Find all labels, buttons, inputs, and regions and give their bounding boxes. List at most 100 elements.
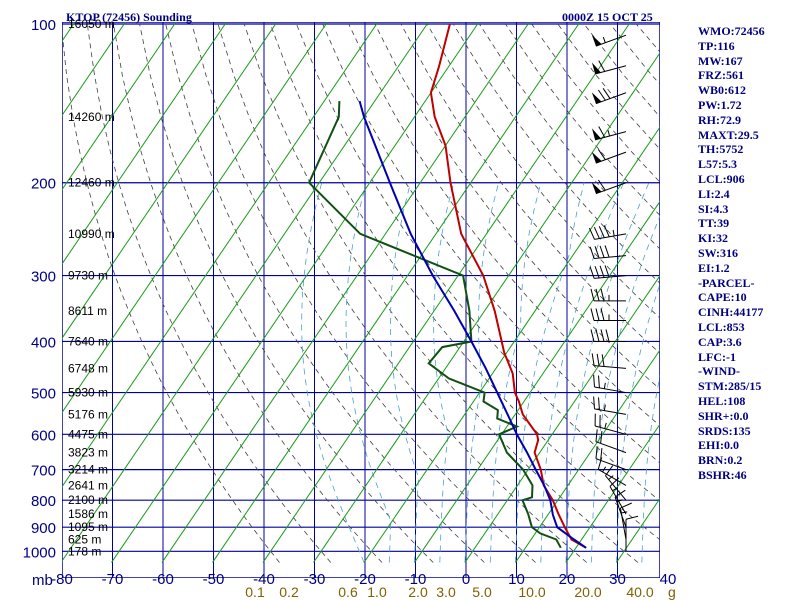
pressure-label-900: 900	[31, 520, 56, 537]
wind-barb-feather	[600, 308, 605, 321]
sounding-index-item: LI:2.4	[698, 186, 730, 201]
isotherm	[161, 22, 530, 563]
temp-tick-label: -40	[253, 571, 275, 588]
dry-adiabat	[86, 23, 332, 563]
wind-barb-feather	[589, 246, 595, 259]
isotherm	[62, 22, 227, 265]
wind-barb-staff	[594, 131, 627, 141]
wind-barb-staff	[594, 65, 627, 75]
sounding-index-item: BRN:0.2	[698, 453, 743, 468]
height-label: 14260 m	[68, 110, 115, 124]
dry-adiabat	[479, 23, 660, 250]
sounding-index-item: EHI:0.0	[698, 438, 740, 453]
sounding-index-item: MAXT:29.5	[698, 127, 759, 142]
wind-barb	[590, 308, 626, 321]
mixing-ratio-label: 3.0	[436, 584, 456, 600]
pressure-label-400: 400	[31, 334, 56, 351]
isotherm-lines	[62, 22, 660, 563]
wind-barb	[591, 34, 627, 47]
wind-barb	[595, 429, 627, 454]
pressure-label-1000: 1000	[23, 544, 56, 561]
isotherm	[262, 22, 631, 563]
sounding-index-item: HEL:108	[698, 393, 746, 408]
sounding-index-item: CAP:3.6	[698, 334, 742, 349]
pressure-label-800: 800	[31, 493, 56, 510]
pressure-label-200: 200	[31, 176, 56, 193]
sounding-index-item: -WIND-	[698, 364, 740, 379]
temp-tick-label: 30	[609, 571, 626, 588]
temp-tick-label: -70	[102, 571, 124, 588]
sounding-index-item: SRDS:135	[698, 423, 751, 438]
wind-barb	[593, 396, 627, 415]
wind-barb-feather	[595, 429, 598, 442]
temp-tick-label: 20	[559, 571, 576, 588]
temp-tick-label: 10	[508, 571, 525, 588]
isotherm	[62, 22, 429, 562]
wind-barb-feather	[593, 227, 600, 239]
moist-adiabat	[345, 182, 392, 563]
parcel-trace	[358, 100, 587, 549]
sounding-traces	[307, 23, 587, 549]
wind-barb-feather	[598, 126, 606, 138]
wind-barb-staff	[594, 386, 627, 394]
temp-tick-label: 40	[660, 571, 677, 588]
wind-barb-feather	[595, 329, 600, 342]
pressure-label-100: 100	[31, 17, 56, 34]
wind-barb	[590, 288, 626, 302]
wind-barb	[591, 126, 627, 141]
mixing-ratio-label: 1.0	[367, 584, 387, 600]
wind-barb-feather	[605, 465, 614, 476]
isotherm	[111, 22, 480, 563]
wind-barb-feather	[597, 149, 606, 160]
isotherm	[363, 126, 660, 563]
wind-barb-feather	[600, 288, 605, 301]
height-label: 5176 m	[68, 407, 108, 421]
wind-barb-feather	[595, 288, 600, 301]
wind-barb	[589, 245, 627, 259]
wind-barb-staff	[619, 507, 627, 540]
sounding-index-item: STM:285/15	[698, 379, 762, 394]
wind-barb-feather	[609, 477, 620, 487]
wind-barb	[593, 374, 627, 394]
mixing-ratio-label: 0.2	[279, 584, 299, 600]
dry-adiabat	[296, 23, 660, 502]
height-label: 10990 m	[68, 227, 115, 241]
wind-barb-staff	[594, 255, 627, 259]
sounding-index-item: SHR+:0.0	[698, 408, 749, 423]
height-label: 3214 m	[68, 463, 108, 477]
wind-barb-feather	[614, 489, 626, 498]
pressure-label-700: 700	[31, 463, 56, 480]
moist-adiabat	[540, 182, 625, 563]
wind-barb-flag	[591, 128, 601, 140]
isotherm	[62, 22, 278, 340]
height-label: 2641 m	[68, 478, 108, 492]
moist-adiabat	[489, 182, 542, 563]
moist-adiabat	[433, 182, 455, 563]
wind-barb-half-feather	[612, 487, 618, 492]
wind-barb-flag	[591, 62, 601, 75]
sounding-index-item: TH:5752	[698, 142, 744, 157]
height-label: 6748 m	[68, 361, 108, 375]
height-label: 1586 m	[68, 507, 108, 521]
wind-barb	[594, 413, 627, 435]
temp-tick-label: -60	[152, 571, 174, 588]
isotherm	[414, 200, 660, 563]
wind-barb-feather	[598, 226, 605, 238]
sounding-index-item: TP:116	[698, 38, 735, 53]
mixing-ratio-label: 0.6	[338, 584, 358, 600]
wind-barb-feather	[599, 265, 605, 278]
chart-title: KTOP (72456) Sounding	[66, 10, 192, 24]
mixing-ratio-label: 2.0	[408, 584, 428, 600]
sounding-index-item: CINH:44177	[698, 305, 764, 320]
sounding-index-item: BSHR:46	[698, 467, 747, 482]
sounding-index-item: KI:32	[698, 231, 728, 246]
dry-adiabat	[165, 23, 485, 563]
wind-barb-feather	[598, 397, 600, 410]
mixing-ratio-label: 20.0	[574, 584, 601, 600]
mixing-ratio-label: 10.0	[518, 584, 545, 600]
moist-adiabat	[565, 182, 650, 563]
temp-tick-label: -10	[405, 571, 427, 588]
sounding-index-item: EI:1.2	[698, 260, 730, 275]
wind-barb	[591, 179, 627, 195]
moist-adiabat	[515, 182, 585, 563]
